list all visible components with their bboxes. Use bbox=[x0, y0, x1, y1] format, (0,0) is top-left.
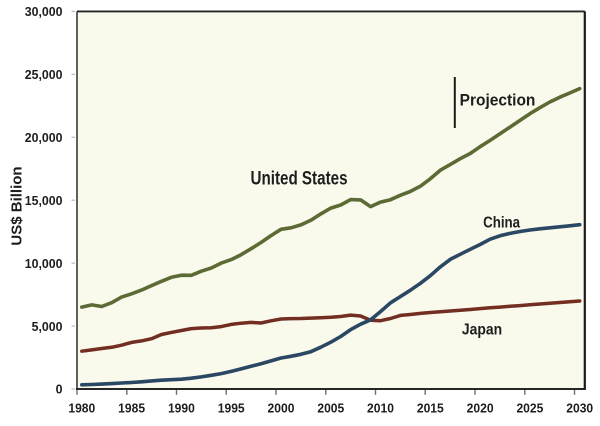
svg-text:1995: 1995 bbox=[218, 401, 245, 415]
svg-text:Japan: Japan bbox=[462, 322, 502, 339]
svg-text:25,000: 25,000 bbox=[25, 68, 63, 82]
svg-text:5,000: 5,000 bbox=[32, 320, 63, 334]
svg-text:Projection: Projection bbox=[460, 92, 536, 110]
svg-text:2015: 2015 bbox=[417, 401, 444, 415]
svg-text:United States: United States bbox=[250, 167, 347, 189]
svg-text:2025: 2025 bbox=[516, 401, 543, 415]
svg-text:0: 0 bbox=[56, 382, 63, 396]
svg-text:20,000: 20,000 bbox=[25, 131, 63, 145]
svg-text:US$ Billion: US$ Billion bbox=[9, 166, 26, 245]
svg-text:2005: 2005 bbox=[317, 401, 344, 415]
svg-text:2030: 2030 bbox=[566, 401, 593, 415]
svg-text:2010: 2010 bbox=[367, 401, 394, 415]
svg-text:10,000: 10,000 bbox=[25, 257, 63, 271]
svg-text:1985: 1985 bbox=[118, 401, 145, 415]
svg-text:30,000: 30,000 bbox=[25, 5, 63, 19]
svg-text:2000: 2000 bbox=[268, 401, 295, 415]
svg-text:China: China bbox=[483, 214, 521, 231]
svg-text:2020: 2020 bbox=[467, 401, 494, 415]
svg-text:15,000: 15,000 bbox=[25, 194, 63, 208]
svg-text:1990: 1990 bbox=[168, 401, 195, 415]
svg-text:1980: 1980 bbox=[68, 401, 95, 415]
